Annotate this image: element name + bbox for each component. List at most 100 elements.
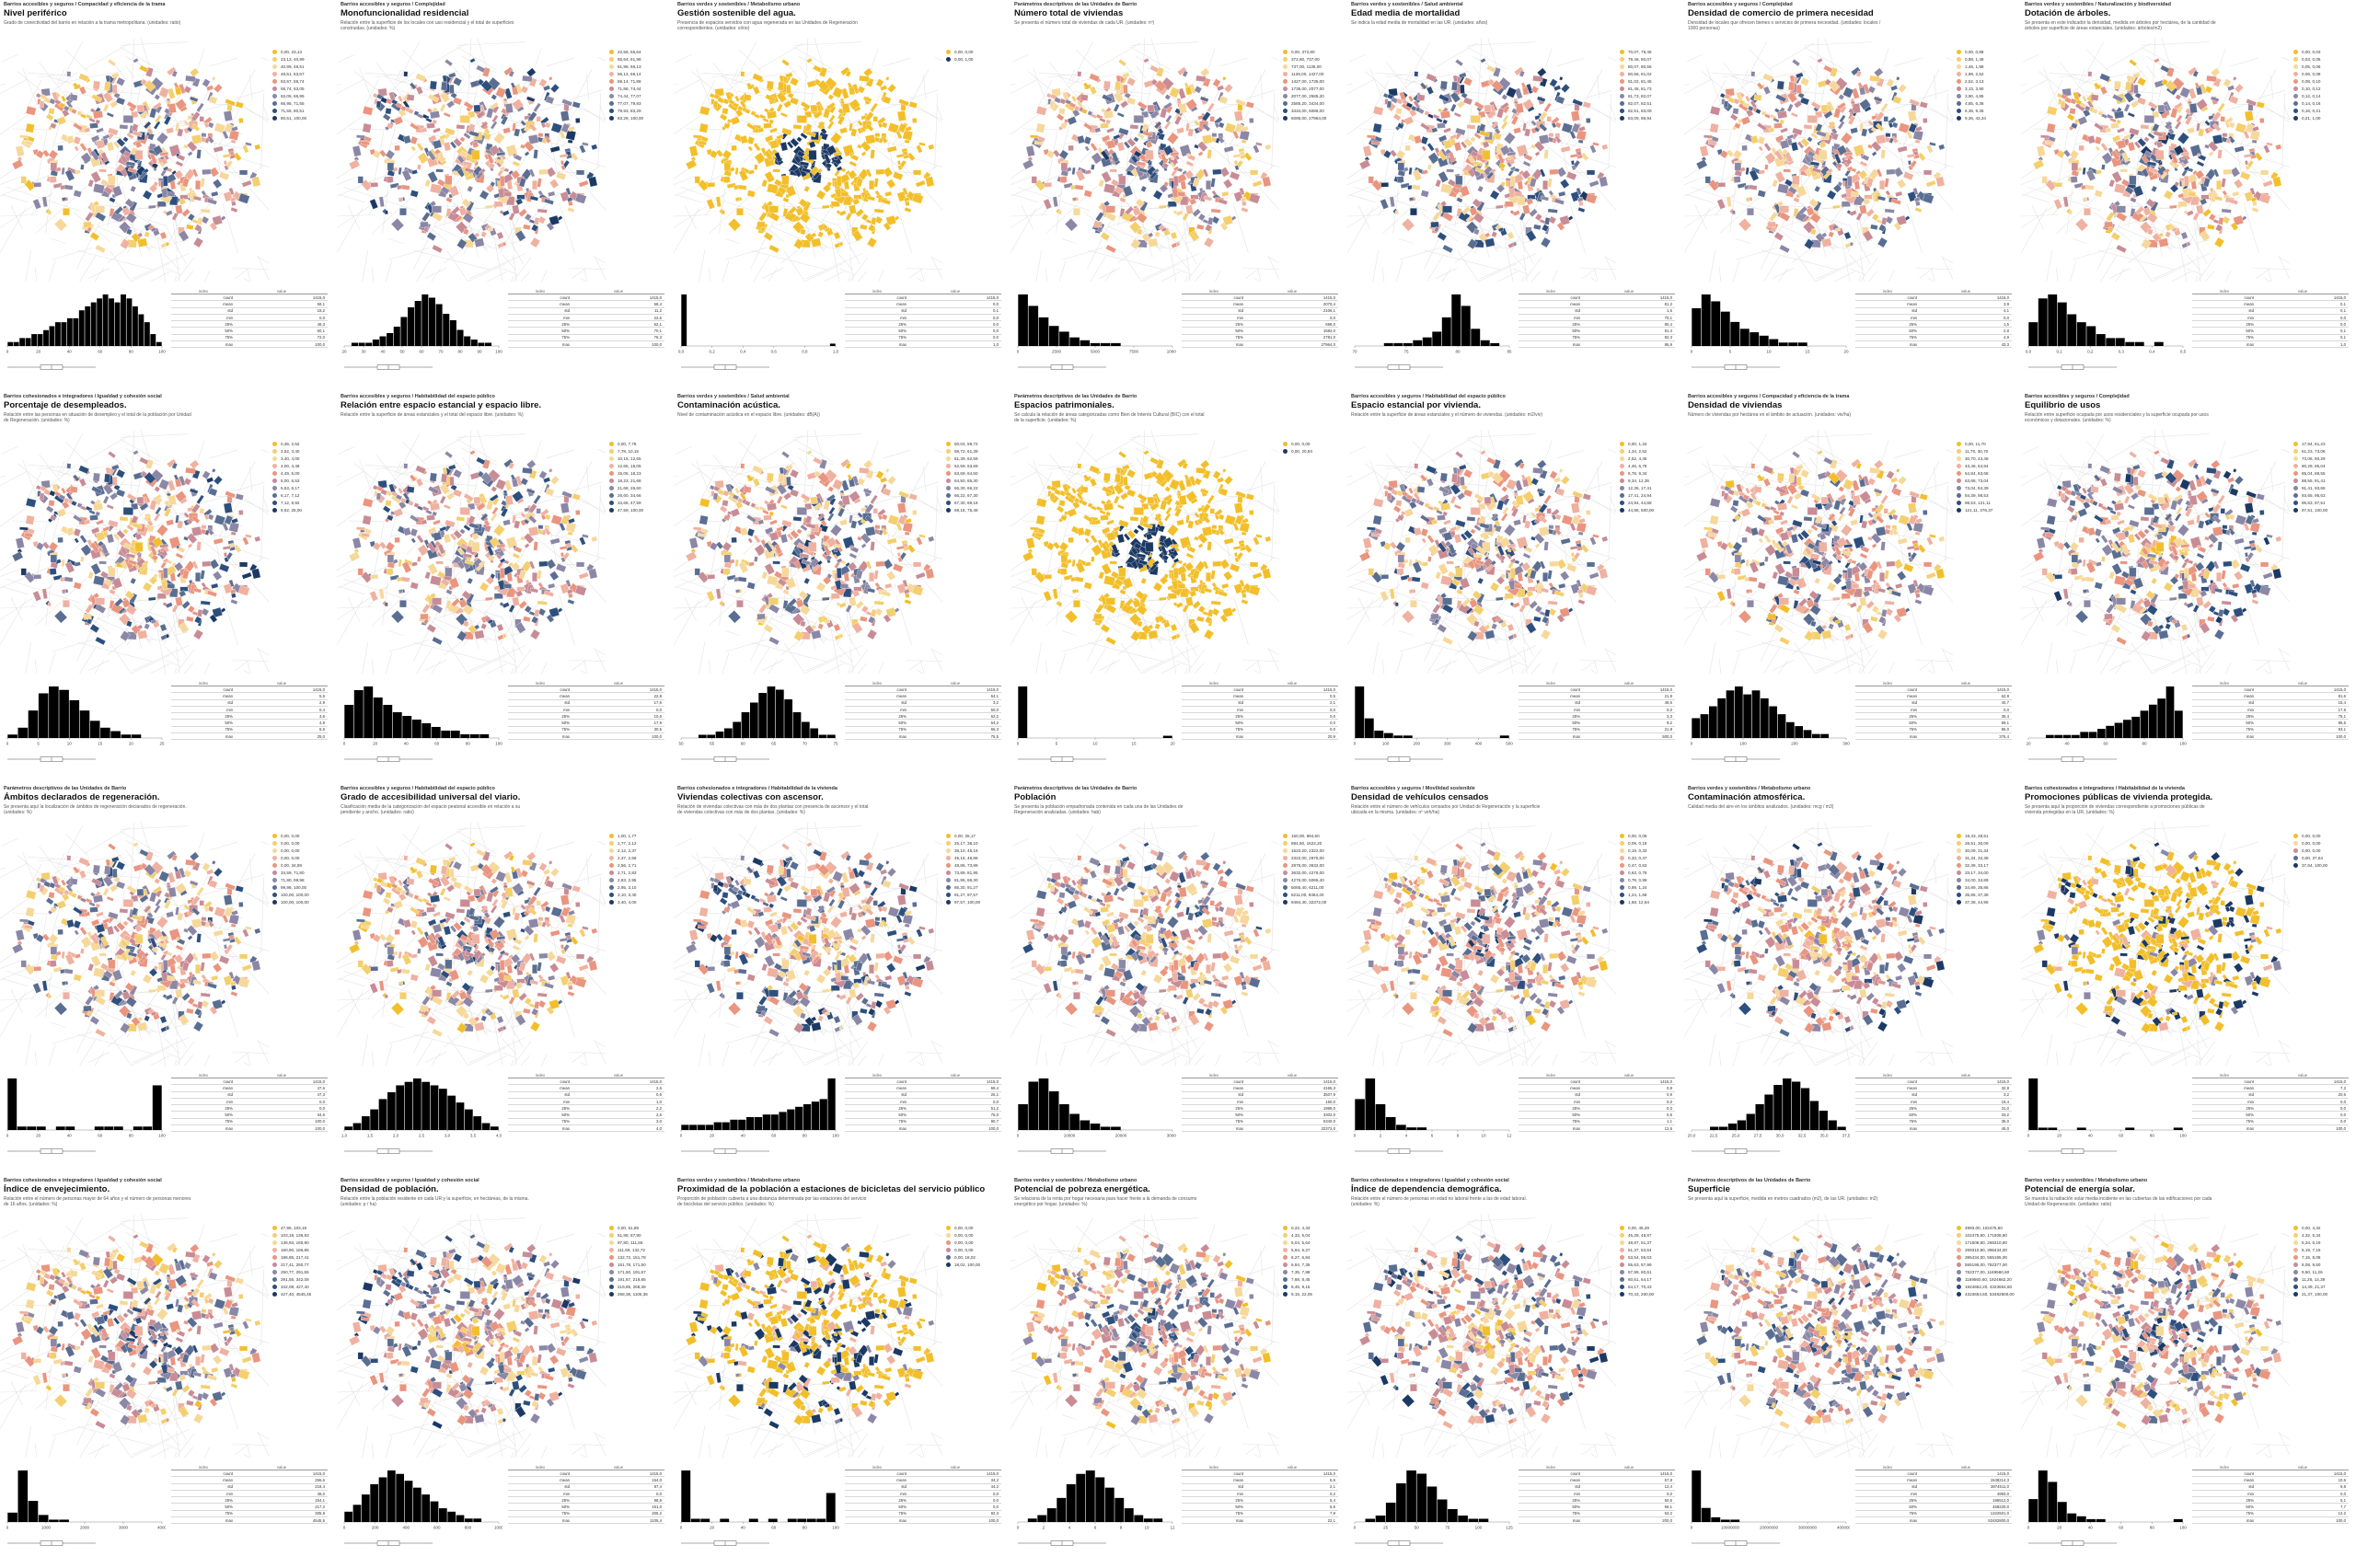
histogram-tick-label: 75 [1403,350,1409,354]
map-parcel [144,231,151,238]
map-parcel [1489,190,1500,201]
map-parcel [459,115,470,123]
map-parcel [41,196,48,208]
legend-swatch [2293,56,2298,62]
stat-value: 1415,0 [2257,294,2349,302]
legend-label: 9,36, 43,34 [1965,115,1986,121]
map-parcel [1234,122,1244,133]
legend-swatch [1620,78,1624,84]
map-parcel [1849,210,1857,217]
map-parcel [2095,145,2101,152]
basemap-street [704,191,727,215]
legend-item: 70,07, 79,46 [1620,48,1680,55]
legend-swatch [272,63,277,69]
basemap-street [699,250,705,282]
panel-category: Parámetros descriptivos de las Unidades … [1014,2,1138,7]
basemap-street [1347,165,1367,179]
map-parcel [527,111,537,122]
map-parcel [491,114,499,123]
basemap-street [502,254,516,271]
map-parcel [352,144,362,157]
map-parcel [1500,121,1508,130]
basemap-street [1395,260,1403,282]
map-parcel [1482,150,1491,160]
map-parcel [1480,57,1486,63]
basemap-street [539,140,582,150]
basemap-street [1125,64,1138,81]
map-parcel [1218,95,1229,105]
basemap-street [569,267,606,271]
table-row: std 11,2 [508,307,664,315]
basemap-street [258,649,269,656]
map-parcel [175,122,179,132]
legend-label: 0,03, 0,05 [2302,56,2321,62]
map-parcel [242,144,249,154]
basemap-street [125,457,135,471]
basemap-street [1550,140,1592,150]
map-parcel [1418,108,1425,115]
histogram-tick-label: 0,4 [740,350,746,354]
map-parcel [1482,141,1490,149]
map-parcel [1764,164,1769,170]
basemap-street [1271,93,1275,169]
stat-name: std [845,307,909,315]
map-parcel [1253,144,1260,154]
map-parcel [1173,115,1183,126]
basemap-street [47,467,117,490]
map-parcel [1897,145,1908,153]
map-parcel [487,227,494,232]
map-parcel [1459,185,1471,198]
histogram-tick-label: 0,0 [2026,350,2032,354]
map-parcel [2224,116,2234,125]
stat-value: 0,0 [2257,314,2349,322]
map-parcel [763,150,774,161]
map-parcel [1102,94,1114,103]
map-parcel [865,168,872,178]
basemap-street [1848,224,1871,265]
histogram-bar [435,304,443,346]
map-parcel [1397,162,1405,171]
map-parcel [1372,122,1382,133]
map-parcel [1810,132,1819,140]
basemap-street [1075,49,1099,73]
map-parcel [1893,222,1902,231]
map-parcel [360,179,373,191]
map-parcel [19,134,29,139]
basemap-street [1815,38,1819,101]
map-parcel [1154,231,1161,238]
map-parcel [2160,64,2170,74]
basemap-street [1783,89,1825,95]
basemap-street [0,471,28,487]
map-parcel [2186,242,2190,247]
stat-value: 1,0 [909,340,1001,349]
map-parcel [1214,116,1223,125]
map-parcel [1896,75,1900,81]
map-parcel [1758,145,1764,152]
map-parcel [1731,210,1736,215]
map-parcel [162,176,168,187]
legend-swatch [2293,100,2298,106]
map-parcel [1074,184,1084,190]
basemap-street [513,257,532,282]
basemap-street [484,219,502,226]
map-parcel [860,141,872,153]
map-parcel [2207,224,2215,231]
map-parcel [187,213,196,222]
map-parcel [1467,238,1478,250]
basemap-street [28,73,69,76]
basemap-street [1166,229,1177,282]
table-header-value: value [236,288,328,294]
basemap-street [28,465,69,468]
map-parcel [406,94,415,101]
map-parcel [455,214,463,223]
map-parcel [1578,125,1587,133]
map-parcel [218,171,230,181]
map-parcel [177,128,184,137]
basemap-street [597,56,606,62]
map-parcel [1585,192,1598,204]
map-parcel [2071,162,2079,171]
map-parcel [428,94,440,103]
basemap-street [2049,73,2090,76]
basemap-street [147,219,165,226]
map-parcel [1030,134,1039,139]
